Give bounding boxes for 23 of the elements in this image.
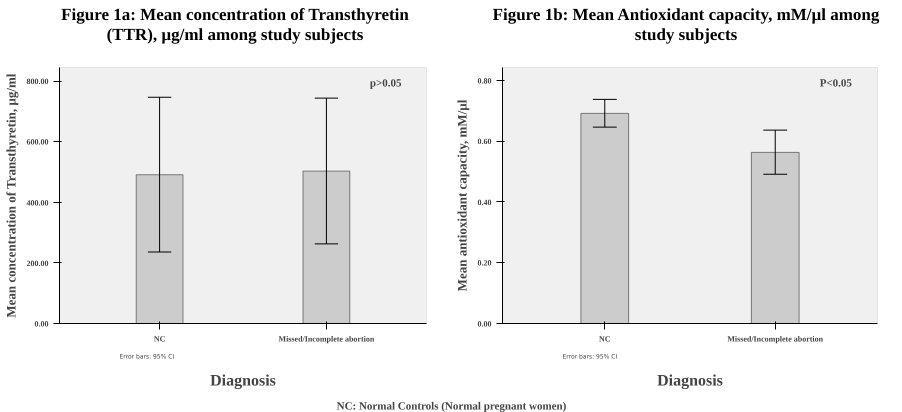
- x-tick-label: NC: [598, 334, 611, 344]
- y-tick-label: 200.00: [26, 258, 48, 268]
- y-tick-label: 0.80: [478, 76, 492, 86]
- y-tick-label: 0.00: [478, 320, 492, 328]
- y-tick-label: 800.00: [26, 77, 48, 86]
- chart-title: Figure 1a: Mean concentration of Transthyretin (TTR), µg/ml among study subjects: [60, 5, 410, 44]
- y-tick-label: 600.00: [26, 138, 48, 147]
- y-axis-title: Mean concentration of Transthyretin, µg/ml: [4, 73, 18, 318]
- y-axis-title: Mean antioxidant capacity, mM/µl: [454, 99, 470, 292]
- x-tick-label: Missed/Incomplete abortion: [278, 334, 375, 344]
- y-tick-label: 400.00: [26, 198, 48, 208]
- y-tick-label: 0.20: [478, 258, 492, 268]
- y-tick-label: 0.40: [478, 198, 492, 207]
- annotation: p>0.05: [370, 78, 402, 90]
- x-axis-title: Diagnosis: [210, 372, 276, 390]
- x-tick-label: NC: [154, 334, 166, 344]
- text: NC: Normal Controls (Normal pregnant women): [336, 400, 567, 412]
- x-tick-label: Missed/Incomplete abortion: [727, 334, 824, 344]
- y-tick-label: 0.00: [34, 320, 48, 328]
- annotation: P<0.05: [820, 78, 852, 90]
- x-axis-title: Diagnosis: [657, 372, 723, 390]
- y-tick-label: 0.60: [478, 137, 492, 146]
- chart-title: Figure 1b: Mean Antioxidant capacity, mM/µl among study subjects: [492, 5, 880, 44]
